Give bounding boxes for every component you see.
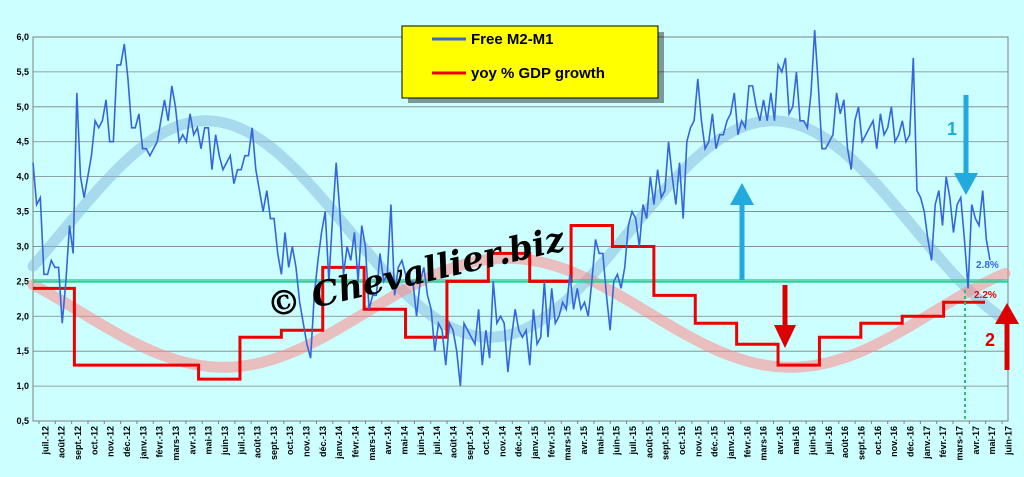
x-tick-label: mars-14 bbox=[367, 426, 377, 461]
y-tick-label: 4,5 bbox=[16, 137, 29, 147]
marker-1-label: 1 bbox=[947, 119, 957, 139]
grid-lines bbox=[33, 36, 1008, 422]
x-tick-label: sept.-14 bbox=[465, 426, 475, 460]
x-tick-label: avr.-17 bbox=[971, 426, 981, 455]
x-tick-label: oct.-14 bbox=[481, 426, 491, 455]
x-tick-label: sept.-13 bbox=[269, 426, 279, 460]
x-tick-label: oct.-15 bbox=[677, 426, 687, 455]
x-tick-label: juil.-13 bbox=[236, 426, 246, 456]
x-tick-label: mai-17 bbox=[987, 426, 997, 455]
x-tick-label: févr.-14 bbox=[351, 426, 361, 458]
y-tick-label: 3,5 bbox=[16, 207, 29, 217]
x-tick-label: janv.-13 bbox=[138, 426, 148, 460]
x-tick-label: juin-15 bbox=[612, 426, 622, 456]
blue-end-label: 2.8% bbox=[976, 260, 999, 271]
legend: Free M2-M1 yoy % GDP growth bbox=[401, 25, 664, 103]
legend-label-m2m1: Free M2-M1 bbox=[471, 31, 554, 48]
x-tick-label: janv.-17 bbox=[922, 426, 932, 460]
x-tick-label: févr.-13 bbox=[155, 426, 165, 458]
x-tick-label: août-16 bbox=[840, 426, 850, 458]
x-tick-label: avr.-16 bbox=[775, 426, 785, 455]
x-tick-label: juil.-16 bbox=[824, 426, 834, 456]
marker-2-label: 2 bbox=[985, 330, 995, 350]
x-tick-label: avr.-14 bbox=[383, 426, 393, 455]
y-tick-label: 5,5 bbox=[16, 67, 29, 77]
x-tick-label: janv.-16 bbox=[726, 426, 736, 460]
x-tick-label: déc.-12 bbox=[122, 426, 132, 457]
y-tick-label: 1,0 bbox=[16, 381, 29, 391]
red-end-label: 2.2% bbox=[974, 290, 997, 301]
arrow-up-red-icon bbox=[995, 303, 1019, 370]
x-tick-label: mars-16 bbox=[759, 426, 769, 461]
arrow-up-cyan-icon bbox=[730, 183, 754, 280]
x-tick-label: sept.-12 bbox=[73, 426, 83, 460]
series-line-gdp bbox=[33, 224, 985, 381]
x-tick-label: déc.-14 bbox=[514, 426, 524, 457]
x-tick-label: août-13 bbox=[253, 426, 263, 458]
y-tick-label: 3,0 bbox=[16, 241, 29, 251]
x-tick-label: mars-15 bbox=[563, 426, 573, 461]
y-tick-label: 1,5 bbox=[16, 346, 29, 356]
x-tick-label: avr.-15 bbox=[579, 426, 589, 455]
x-tick-label: janv.-15 bbox=[530, 426, 540, 460]
x-tick-label: déc.-15 bbox=[710, 426, 720, 457]
x-tick-label: juil.-15 bbox=[628, 426, 638, 456]
x-tick-label: nov.-15 bbox=[693, 426, 703, 457]
x-tick-label: mai-16 bbox=[791, 426, 801, 455]
x-tick-label: févr.-16 bbox=[742, 426, 752, 458]
x-tick-label: sept.-15 bbox=[661, 426, 671, 460]
x-tick-label: nov.-13 bbox=[302, 426, 312, 457]
x-tick-label: oct.-13 bbox=[285, 426, 295, 455]
x-tick-label: déc.-16 bbox=[905, 426, 915, 457]
x-tick-label: mai-14 bbox=[399, 426, 409, 455]
x-tick-label: oct.-12 bbox=[89, 426, 99, 455]
y-tick-label: 6,0 bbox=[16, 32, 29, 42]
x-tick-label: mars-17 bbox=[954, 426, 964, 461]
x-tick-label: août-12 bbox=[57, 426, 67, 458]
x-tick-label: août-15 bbox=[644, 426, 654, 458]
x-tick-label: nov.-14 bbox=[497, 426, 507, 457]
legend-label-gdp: yoy % GDP growth bbox=[471, 65, 605, 82]
x-tick-label: sept.-16 bbox=[857, 426, 867, 460]
arrow-down-red-icon bbox=[774, 285, 796, 348]
x-tick-label: juin-17 bbox=[1003, 426, 1013, 456]
x-tick-label: juil.-12 bbox=[40, 426, 50, 456]
y-tick-label: 4,0 bbox=[16, 172, 29, 182]
x-tick-label: nov.-16 bbox=[889, 426, 899, 457]
x-tick-label: août-14 bbox=[448, 426, 458, 458]
x-tick-label: févr.-15 bbox=[546, 426, 556, 458]
x-tick-label: avr.-13 bbox=[187, 426, 197, 455]
series-line-m2m1 bbox=[32, 29, 991, 387]
x-tick-label: oct.-16 bbox=[873, 426, 883, 455]
x-tick-label: juin-16 bbox=[808, 426, 818, 456]
x-tick-label: juil.-14 bbox=[432, 426, 442, 456]
x-tick-label: juin-14 bbox=[416, 426, 426, 456]
x-tick-label: mai-15 bbox=[595, 426, 605, 455]
x-tick-label: mars-13 bbox=[171, 426, 181, 461]
x-tick-label: déc.-13 bbox=[318, 426, 328, 457]
y-axis-ticks: 6,0 5,5 5,0 4,5 4,0 3,5 3,0 2,5 2,0 1,5 1,0 0,5 bbox=[16, 32, 29, 426]
x-tick-label: janv.-14 bbox=[334, 426, 344, 460]
x-tick-label: nov.-12 bbox=[106, 426, 116, 457]
y-tick-label: 0,5 bbox=[16, 416, 29, 426]
y-tick-label: 5,0 bbox=[16, 102, 29, 112]
x-axis-ticks: juil.-12 août-12 sept.-12 oct.-12 nov.-12 déc… bbox=[38, 421, 1013, 461]
x-tick-label: févr.-17 bbox=[938, 426, 948, 458]
y-tick-label: 2,5 bbox=[16, 276, 29, 286]
arrow-down-cyan-icon bbox=[954, 95, 978, 195]
x-tick-label: mai-13 bbox=[204, 426, 214, 455]
y-tick-label: 2,0 bbox=[16, 311, 29, 321]
series-lines bbox=[32, 29, 991, 387]
x-tick-label: juin-13 bbox=[220, 426, 230, 456]
